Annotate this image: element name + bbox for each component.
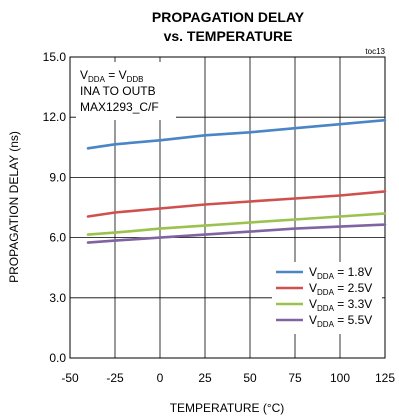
- series-line-2: [86, 190, 387, 218]
- y-axis-label: PROPAGATION DELAY (ns): [7, 131, 21, 283]
- x-tick-label: 50: [243, 371, 257, 385]
- figure-id: toc13: [365, 47, 385, 56]
- series-line-4: [86, 223, 387, 244]
- annotation-box: [76, 62, 176, 120]
- legend-box: [272, 262, 382, 334]
- y-tick-label: 15.0: [43, 50, 67, 64]
- x-tick-label: 125: [375, 371, 395, 385]
- x-tick-label: 100: [330, 371, 350, 385]
- chart-subtitle: vs. TEMPERATURE: [164, 28, 293, 44]
- x-axis-label: TEMPERATURE (°C): [170, 401, 285, 415]
- series-line-1: [86, 118, 387, 150]
- y-tick-label: 3.0: [49, 291, 66, 305]
- x-tick-label: -25: [106, 371, 124, 385]
- plot-frame: [69, 56, 386, 359]
- x-tick-label: 25: [198, 371, 212, 385]
- legend-label: VDDA = 2.5V: [309, 281, 372, 297]
- x-tick-label: 75: [288, 371, 302, 385]
- chart-title: PROPAGATION DELAY: [152, 9, 305, 25]
- annotation-line: MAX1293_C/F: [80, 100, 159, 114]
- x-tick-labels: -50 -25 0 25 50 75 100 125: [61, 371, 395, 385]
- series-line-3: [86, 212, 387, 236]
- y-tick-label: 12.0: [43, 110, 67, 124]
- annotation-line: INA TO OUTB: [80, 84, 156, 98]
- y-tick-label: 0.0: [49, 351, 66, 365]
- legend-label: VDDA = 3.3V: [309, 297, 372, 313]
- annotation-line: VDDA = VDDB: [80, 68, 143, 84]
- y-tick-label: 9.0: [49, 170, 66, 184]
- legend-label: VDDA = 1.8V: [309, 265, 372, 281]
- x-tick-label: 0: [157, 371, 164, 385]
- x-tick-label: -50: [61, 371, 79, 385]
- y-tick-labels: 0.0 3.0 6.0 9.0 12.0 15.0: [43, 50, 67, 365]
- y-tick-label: 6.0: [49, 231, 66, 245]
- data-series: [86, 118, 387, 244]
- legend-label: VDDA = 5.5V: [309, 313, 372, 329]
